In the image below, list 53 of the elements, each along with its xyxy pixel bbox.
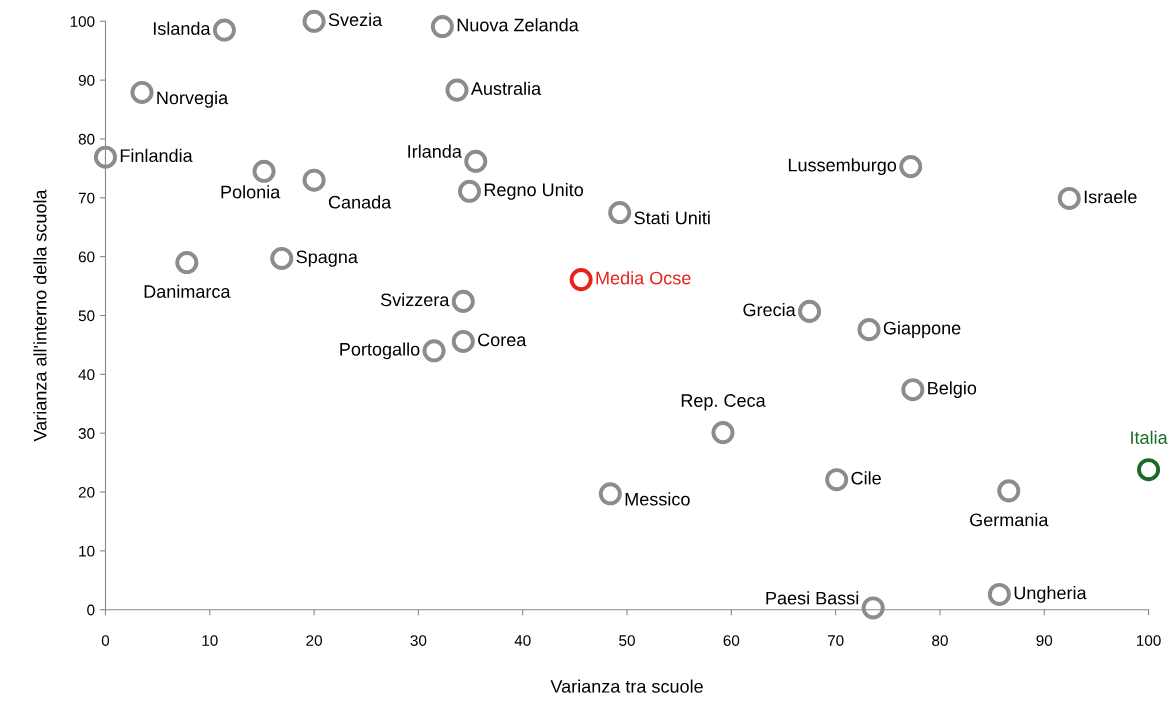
y-tick-label: 100 [70, 16, 95, 27]
annotation: Norvegia [157, 91, 229, 108]
annotation: Spagna [296, 250, 358, 267]
x-tick-label: 80 [932, 635, 948, 646]
x-tick-label: 0 [101, 635, 110, 646]
annotation: Danimarca [144, 284, 231, 298]
x-tick-label: 70 [827, 635, 844, 646]
annotation: Giappone [883, 321, 961, 339]
annotation: Portogallo [340, 342, 420, 360]
x-axis-title: Varianza tra scuole [550, 679, 703, 693]
x-tick-label: 50 [619, 635, 635, 646]
x-tick-label: 100 [1136, 635, 1161, 646]
annotation: Polonia [221, 185, 281, 199]
annotation: Corea [478, 333, 527, 347]
y-tick-label: 70 [78, 192, 95, 204]
x-tick-label: 60 [723, 635, 740, 646]
annotation: Ungheria [1014, 586, 1087, 603]
y-tick-label: 40 [78, 369, 95, 381]
annotation: Irlanda [408, 144, 462, 158]
annotation: Svezia [328, 12, 383, 27]
annotation: Australia [470, 81, 542, 95]
series-label: Media Ocse [596, 271, 691, 285]
y-tick-label: 20 [78, 486, 95, 498]
annotation: Canada [328, 195, 392, 209]
annotation: Nuova Zelanda [457, 18, 579, 32]
y-tick-label: 10 [79, 545, 95, 557]
annotation: Belgio [928, 381, 977, 399]
annotation: Stati Uniti [634, 211, 710, 225]
annotation: Grecia [743, 302, 796, 317]
annotation: Islanda [153, 21, 211, 35]
x-tick-label: 10 [202, 635, 218, 646]
y-tick-label: 90 [78, 74, 95, 86]
annotation: Finlandia [120, 148, 193, 163]
annotation: Svizzera [380, 292, 450, 307]
annotation: Israele [1084, 189, 1137, 204]
y-tick-label: 30 [78, 428, 95, 439]
annotation: Regno Unito [484, 182, 584, 200]
series-label: Italia [1131, 430, 1168, 444]
y-tick-label: 80 [78, 133, 95, 145]
annotation: Paesi Bassi [766, 591, 859, 605]
annotation: Cile [851, 471, 881, 485]
annotation: Germania [970, 513, 1049, 527]
x-tick-label: 30 [410, 635, 427, 646]
annotation: Rep. Ceca [681, 394, 766, 411]
annotation: Messico [625, 492, 690, 506]
x-tick-label: 20 [306, 635, 322, 646]
y-tick-label: 60 [78, 251, 95, 263]
x-tick-label: 40 [514, 635, 531, 646]
y-tick-label: 0 [87, 604, 95, 616]
annotation: Lussemburgo [788, 158, 897, 176]
x-tick-label: 90 [1036, 635, 1053, 646]
y-tick-label: 50 [78, 310, 95, 322]
y-axis-title: Varianza all'interno della scuola [33, 189, 47, 442]
